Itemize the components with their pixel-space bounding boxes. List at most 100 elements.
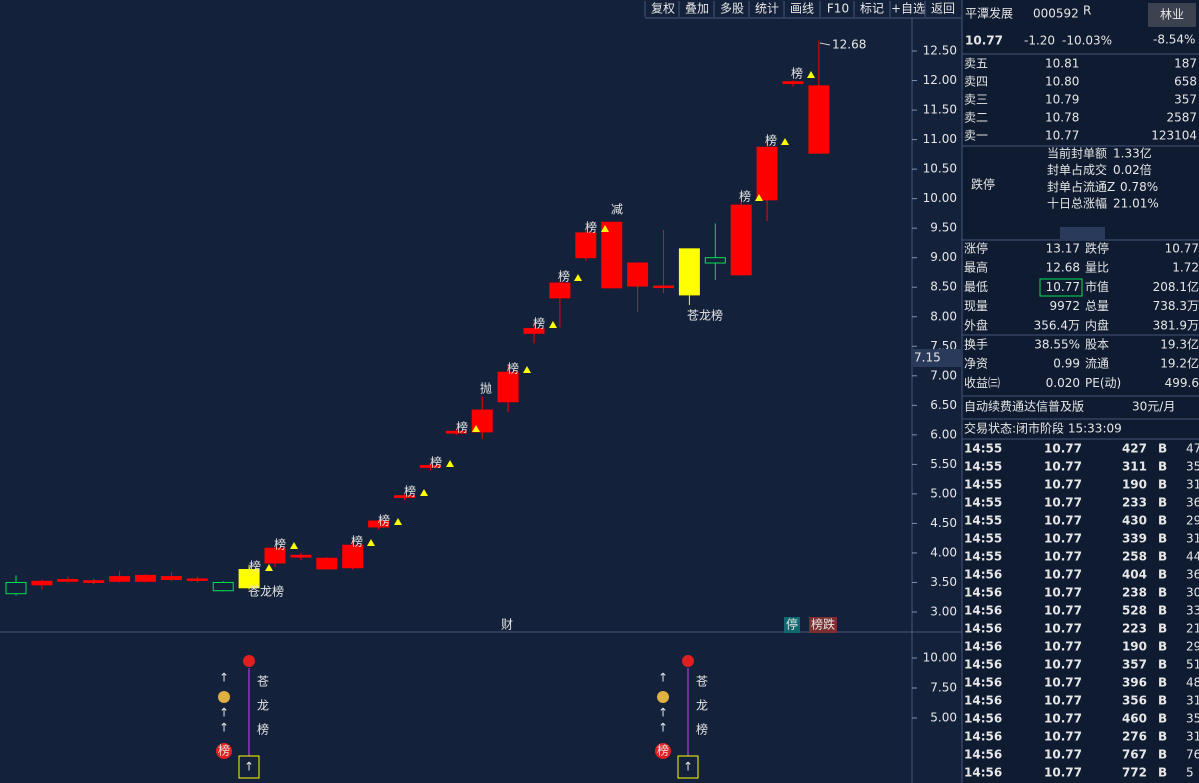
stat-label: 量比	[1085, 261, 1109, 275]
trade-time: 14:56	[964, 712, 1002, 726]
ask-volume: 187	[1174, 57, 1197, 71]
indicator-label: 龙	[257, 699, 269, 713]
trade-side: B	[1158, 622, 1167, 636]
trade-count: 5	[1186, 766, 1194, 780]
stat-value: 19.3亿	[1160, 337, 1199, 352]
candle-body	[290, 554, 312, 558]
trade-price: 10.77	[1044, 604, 1082, 618]
trade-time: 14:56	[964, 658, 1002, 672]
trade-volume: 427	[1122, 442, 1147, 456]
trade-price: 10.77	[1044, 712, 1082, 726]
limit-value: 0.78%	[1120, 180, 1158, 194]
trade-volume: 460	[1122, 712, 1147, 726]
trade-volume: 356	[1122, 694, 1147, 708]
toolbar-button[interactable]: 统计	[755, 2, 779, 16]
toolbar-button[interactable]: 多股	[720, 2, 744, 16]
stat-label: 换手	[964, 338, 988, 352]
trade-price: 10.77	[1044, 568, 1082, 582]
stat-label: 外盘	[964, 317, 988, 332]
trade-side: B	[1158, 496, 1167, 510]
candle-body	[57, 579, 79, 582]
chart-area	[0, 0, 962, 783]
trade-volume: 528	[1122, 604, 1147, 618]
trade-side: B	[1158, 730, 1167, 744]
limit-value: 1.33亿	[1113, 146, 1152, 161]
candle-body	[109, 576, 131, 582]
trade-side: B	[1158, 694, 1167, 708]
annotation: 榜	[585, 220, 597, 235]
signal-badge	[682, 655, 694, 667]
stat-value: 1.72	[1172, 261, 1199, 275]
y-tick-label: 5.50	[930, 457, 957, 471]
toolbar-button[interactable]: +自选	[891, 2, 925, 16]
y-tick-label: 9.50	[930, 221, 957, 235]
y-tick-label: 11.50	[923, 103, 957, 117]
limit-status: 跌停	[971, 177, 995, 192]
trade-price: 10.77	[1044, 514, 1082, 528]
trade-price: 10.77	[1044, 442, 1082, 456]
candle-body	[601, 221, 623, 289]
high-pointer	[819, 42, 831, 46]
trade-time: 14:55	[964, 460, 1002, 474]
trade-count: 29	[1186, 514, 1199, 528]
trade-side: B	[1158, 676, 1167, 690]
sector-box	[1148, 3, 1196, 27]
ask-price: 10.77	[1045, 129, 1079, 143]
stat-label: 内盘	[1085, 317, 1109, 332]
toolbar-button[interactable]: 叠加	[685, 2, 709, 16]
signal-arrow: ↑	[683, 760, 693, 774]
trade-count: 51	[1186, 658, 1199, 672]
annotation: 榜	[378, 513, 390, 528]
trade-count: 31	[1186, 478, 1199, 492]
candle-body	[678, 248, 700, 296]
price: 10.77	[965, 34, 1003, 48]
cursor-box	[912, 349, 962, 367]
annotation: 榜	[558, 269, 570, 284]
signal-arrow: ↑	[219, 721, 229, 735]
y-tick-label: 6.50	[930, 398, 957, 412]
trade-side: B	[1158, 568, 1167, 582]
signal-badge	[243, 655, 255, 667]
trade-time: 14:56	[964, 676, 1002, 690]
marker-triangle	[807, 71, 815, 78]
annotation: 苍龙榜	[687, 308, 723, 323]
badge-circle	[216, 743, 232, 759]
toolbar-button[interactable]: 标记	[860, 2, 884, 16]
y-tick-label: 8.50	[930, 280, 957, 294]
limit-label: 封单占成交	[1047, 162, 1107, 177]
toolbar-button[interactable]: 复权	[651, 2, 675, 16]
trade-side: B	[1158, 442, 1167, 456]
trade-volume: 396	[1122, 676, 1147, 690]
stat-value: 13.17	[1046, 242, 1080, 256]
trade-price: 10.77	[1044, 460, 1082, 474]
ask-label: 卖二	[964, 111, 988, 125]
candle-body	[445, 430, 467, 434]
candle-body	[497, 371, 519, 403]
ask-volume: 123104	[1151, 129, 1197, 143]
stat-label: 总量	[1085, 299, 1109, 313]
ad-text[interactable]: 自动续费通达信普及版	[964, 400, 1084, 414]
trade-time: 14:56	[964, 568, 1002, 582]
y-tick-label: 5.00	[930, 710, 957, 724]
y-tick-label: 7.00	[930, 368, 957, 382]
stat-value: 0.020	[1046, 376, 1080, 390]
limit-label: 当前封单额	[1047, 146, 1107, 161]
trade-time: 14:56	[964, 622, 1002, 636]
ask-volume: 2587	[1166, 111, 1197, 125]
trade-volume: 258	[1122, 550, 1147, 564]
trade-count: 31	[1186, 532, 1199, 546]
indicator-label: 苍	[257, 675, 269, 689]
trade-volume: 357	[1122, 658, 1147, 672]
trade-time: 14:56	[964, 694, 1002, 708]
candle-body	[394, 495, 415, 498]
indicator-label: 榜	[696, 722, 708, 737]
marker-triangle	[265, 564, 273, 571]
candle-body	[5, 581, 27, 595]
sector-change: -8.54%	[1153, 33, 1195, 47]
toolbar-button[interactable]: 画线	[790, 2, 814, 16]
trade-count: 44	[1186, 550, 1199, 564]
toolbar-button[interactable]: F10	[827, 2, 849, 16]
high-label: 12.68	[832, 38, 866, 52]
toolbar-button[interactable]: 返回	[931, 2, 955, 16]
annotation: 榜	[765, 133, 777, 148]
